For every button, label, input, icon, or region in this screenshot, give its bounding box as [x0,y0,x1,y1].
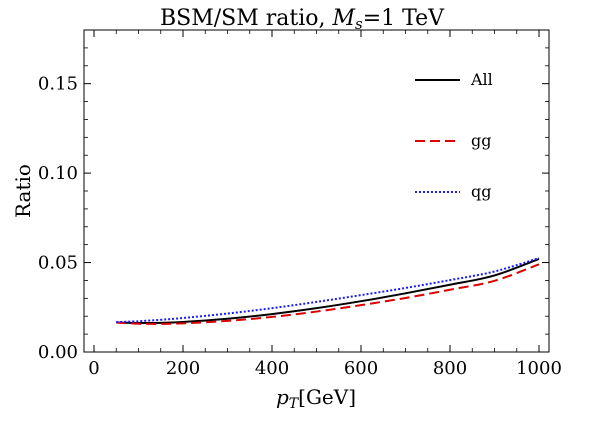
x-tick-label: 600 [344,358,378,379]
series-lines [116,257,540,325]
x-axis-title-variable: p [276,385,289,409]
x-tick-label: 200 [166,358,200,379]
x-axis-title-unit: [GeV] [298,385,356,409]
x-axis-ticks: 0 200 400 600 800 1000 [88,30,562,379]
series-line-All [116,258,540,325]
y-tick-label: 0.05 [38,253,78,274]
y-axis-title: Ratio [11,164,35,218]
legend: All gg qg [415,70,493,201]
x-tick-label: 800 [433,358,467,379]
x-tick-label: 1000 [516,358,562,379]
legend-label-All: All [470,70,493,89]
chart-title-variable: M [331,6,355,31]
chart-title-suffix: =1 TeV [363,6,445,31]
x-tick-label: 400 [255,358,289,379]
chart-title-prefix: BSM/SM ratio, [160,6,333,31]
y-axis-ticks: 0.00 0.05 0.10 0.15 [38,47,549,363]
y-tick-label: 0.15 [38,74,78,95]
y-tick-label: 0.10 [38,163,78,184]
legend-label-qg: qg [471,182,491,201]
x-tick-label: 0 [88,358,99,379]
series-line-gg [116,263,540,325]
chart-title: BSM/SM ratio, Ms=1 TeV [160,6,445,33]
series-line-qg [116,257,540,324]
legend-label-gg: gg [471,131,491,150]
y-tick-label: 0.00 [38,342,78,363]
x-axis-title: pT[GeV] [276,385,356,412]
chart-title-subscript: s [355,15,363,33]
x-axis-title-subscript: T [289,396,300,412]
